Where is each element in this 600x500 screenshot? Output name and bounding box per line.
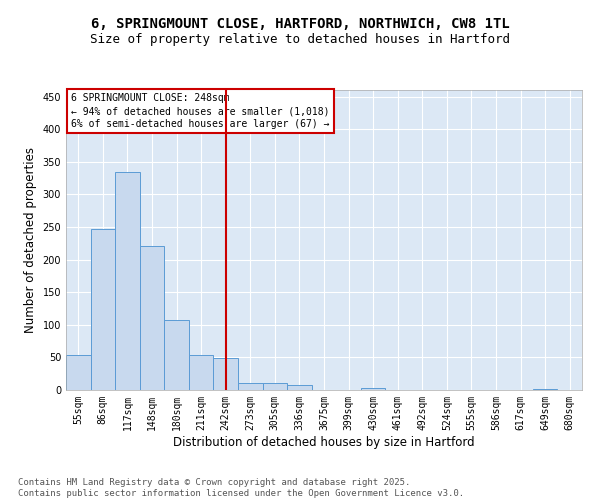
Bar — [533, 388, 557, 390]
Bar — [287, 386, 312, 390]
Y-axis label: Number of detached properties: Number of detached properties — [24, 147, 37, 333]
Bar — [115, 172, 140, 390]
Bar — [361, 388, 385, 390]
Text: 6 SPRINGMOUNT CLOSE: 248sqm
← 94% of detached houses are smaller (1,018)
6% of s: 6 SPRINGMOUNT CLOSE: 248sqm ← 94% of det… — [71, 93, 329, 130]
Bar — [214, 358, 238, 390]
X-axis label: Distribution of detached houses by size in Hartford: Distribution of detached houses by size … — [173, 436, 475, 448]
Bar — [140, 246, 164, 390]
Bar — [238, 383, 263, 390]
Bar — [263, 383, 287, 390]
Bar — [189, 355, 214, 390]
Text: 6, SPRINGMOUNT CLOSE, HARTFORD, NORTHWICH, CW8 1TL: 6, SPRINGMOUNT CLOSE, HARTFORD, NORTHWIC… — [91, 18, 509, 32]
Bar — [91, 229, 115, 390]
Bar — [66, 355, 91, 390]
Text: Size of property relative to detached houses in Hartford: Size of property relative to detached ho… — [90, 32, 510, 46]
Bar — [164, 320, 189, 390]
Text: Contains HM Land Registry data © Crown copyright and database right 2025.
Contai: Contains HM Land Registry data © Crown c… — [18, 478, 464, 498]
